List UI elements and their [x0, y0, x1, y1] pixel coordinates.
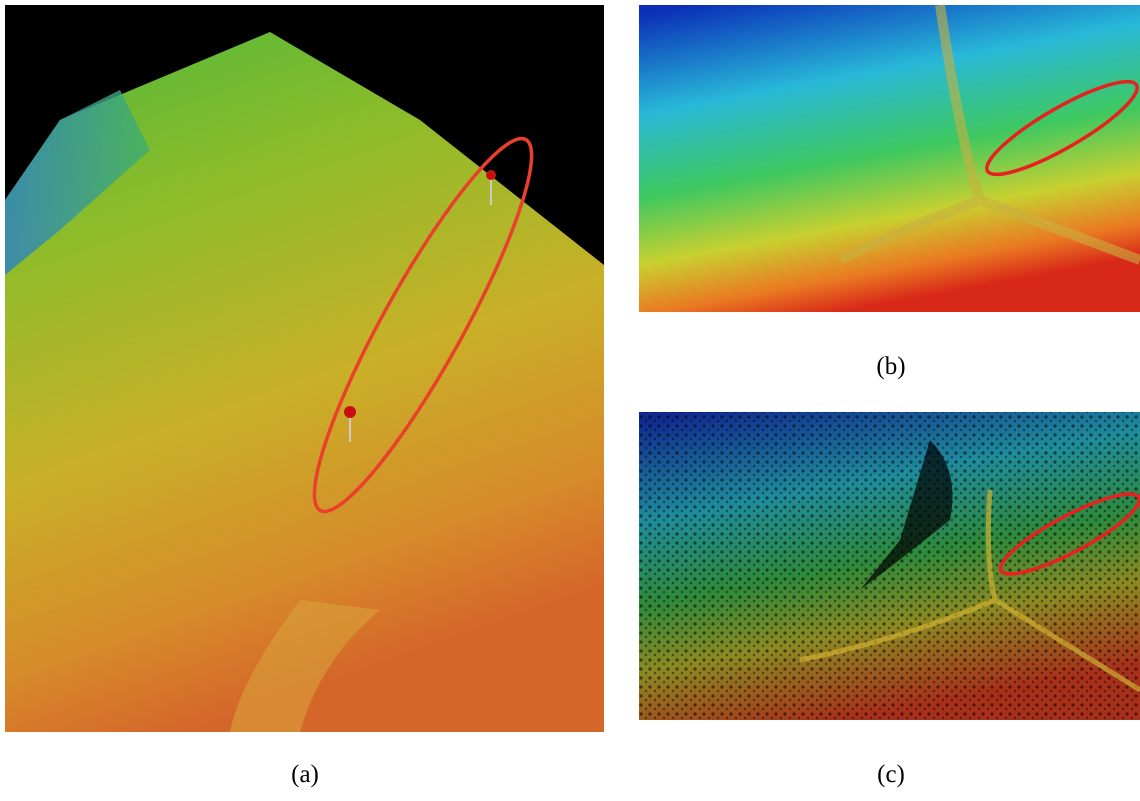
panel-b: [639, 5, 1140, 312]
panel-a: [5, 5, 604, 732]
terrain: [639, 5, 1140, 312]
caption: (a): [291, 761, 319, 788]
figure: (a) (b) (c): [0, 0, 1140, 801]
caption: (c): [877, 761, 905, 788]
pin: [486, 170, 496, 180]
panel-c: [639, 412, 1140, 720]
pin: [344, 406, 356, 418]
caption: (b): [876, 353, 905, 380]
page: (a) (b) (c) (() => { const data = JSON.p…: [0, 0, 1140, 801]
